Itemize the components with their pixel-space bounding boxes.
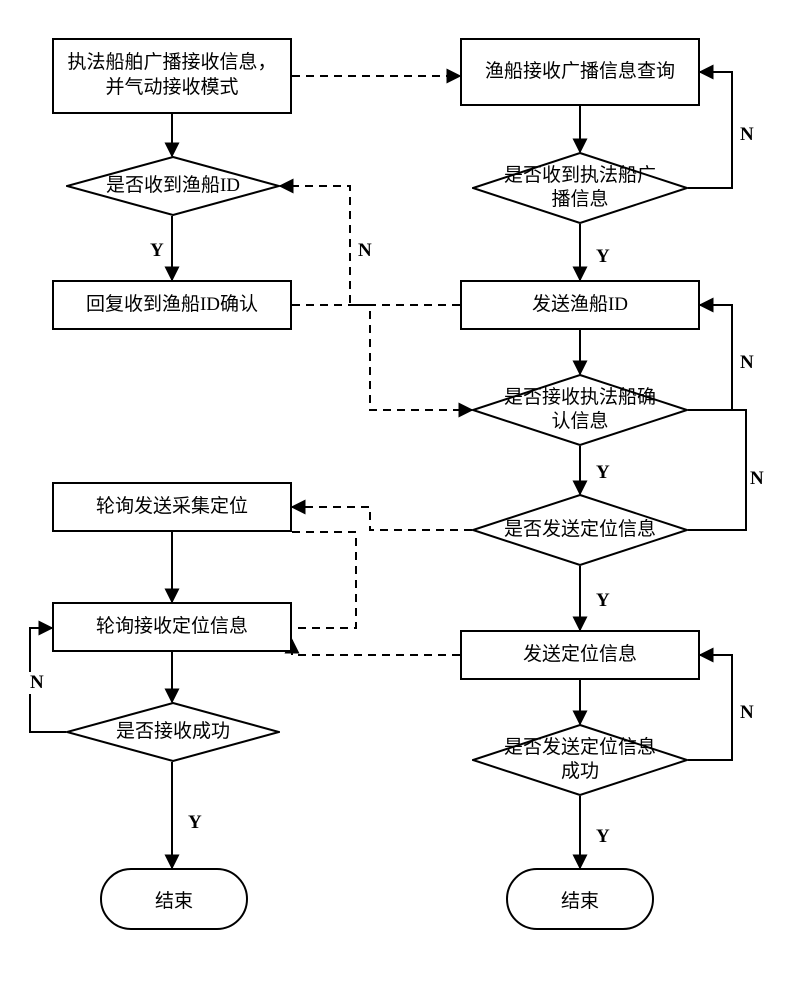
node-R3: 发送定位信息 — [460, 630, 700, 680]
node-L2: 回复收到渔船ID确认 — [52, 280, 292, 330]
edge-label: Y — [594, 246, 612, 268]
edge-label: N — [738, 124, 756, 146]
node-text: 是否发送定位信息 — [504, 518, 656, 542]
node-Rend: 结束 — [506, 868, 654, 930]
node-L3: 轮询发送采集定位 — [52, 482, 292, 532]
node-Rd1: 是否收到执法船广播信息 — [472, 152, 688, 224]
node-text: 发送定位信息 — [523, 643, 637, 668]
edge-label: N — [738, 352, 756, 374]
edge-label: Y — [148, 240, 166, 262]
node-text: 是否收到渔船ID — [106, 174, 240, 198]
node-Rd3: 是否发送定位信息 — [472, 494, 688, 566]
node-text: 执法船舶广播接收信息，并气动接收模式 — [60, 51, 284, 100]
edge-label: Y — [594, 462, 612, 484]
edge-label: Y — [594, 590, 612, 612]
flowchart-canvas: 执法船舶广播接收信息，并气动接收模式是否收到渔船ID 回复收到渔船ID确认轮询发送… — [0, 0, 794, 1000]
node-text: 是否接收执法船确认信息 — [498, 386, 662, 434]
node-text: 结束 — [561, 886, 599, 913]
node-Rd2: 是否接收执法船确认信息 — [472, 374, 688, 446]
edge-label: N — [356, 240, 374, 262]
edge-label: Y — [186, 812, 204, 834]
node-text: 是否收到执法船广播信息 — [498, 164, 662, 212]
node-text: 发送渔船ID — [532, 293, 628, 318]
node-text: 是否接收成功 — [116, 720, 230, 744]
node-L4: 轮询接收定位信息 — [52, 602, 292, 652]
node-Rd4: 是否发送定位信息成功 — [472, 724, 688, 796]
node-R2: 发送渔船ID — [460, 280, 700, 330]
edge-label: N — [748, 468, 766, 490]
node-Ld2: 是否接收成功 — [66, 702, 280, 762]
node-Ld1: 是否收到渔船ID — [66, 156, 280, 216]
node-L1: 执法船舶广播接收信息，并气动接收模式 — [52, 38, 292, 114]
node-text: 轮询接收定位信息 — [96, 615, 248, 640]
edge-label: Y — [594, 826, 612, 848]
node-text: 回复收到渔船ID确认 — [86, 293, 258, 318]
edge-label: N — [738, 702, 756, 724]
edge-label: N — [28, 672, 46, 694]
node-text: 是否发送定位信息成功 — [498, 736, 662, 784]
node-text: 轮询发送采集定位 — [96, 495, 248, 520]
node-text: 渔船接收广播信息查询 — [485, 60, 675, 85]
node-text: 结束 — [155, 886, 193, 913]
node-R1: 渔船接收广播信息查询 — [460, 38, 700, 106]
node-Lend: 结束 — [100, 868, 248, 930]
